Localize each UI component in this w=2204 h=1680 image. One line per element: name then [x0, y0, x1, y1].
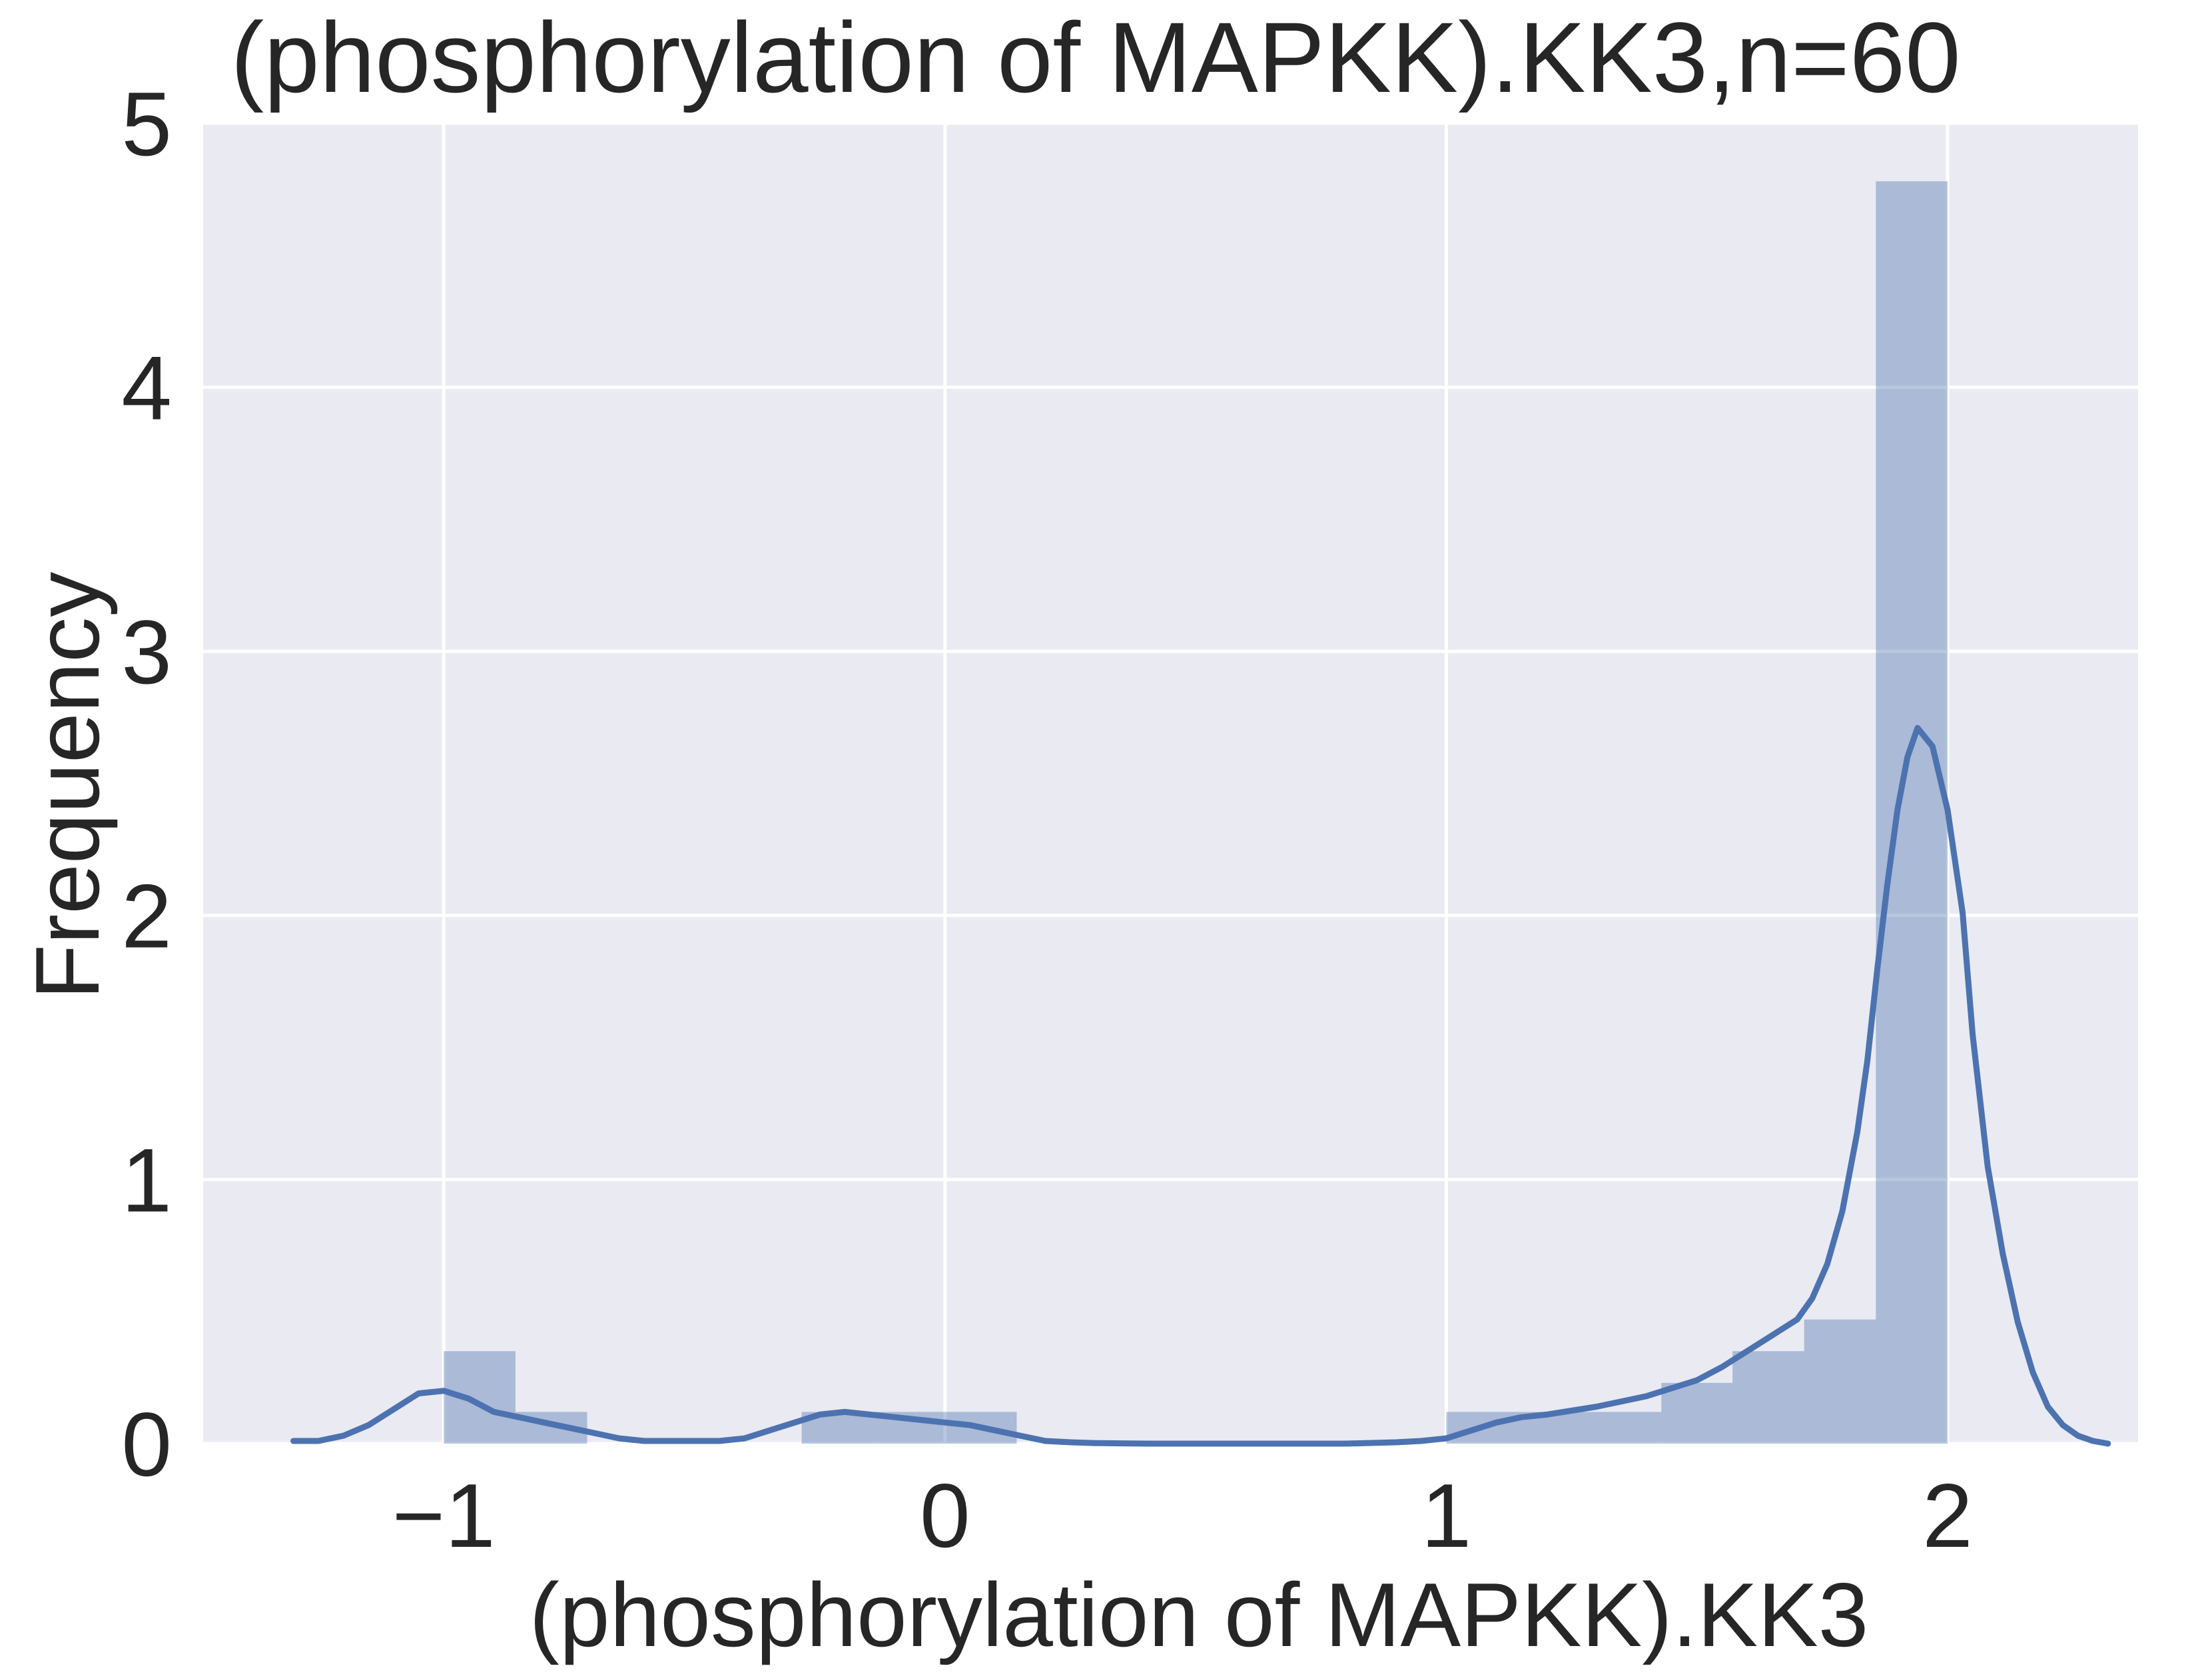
histogram-bar — [1804, 1319, 1876, 1444]
y-axis-ticks: 0 1 2 3 4 5 — [121, 73, 172, 1495]
plot-background — [203, 123, 2138, 1444]
x-axis-ticks: −1 0 1 2 — [392, 1465, 1973, 1566]
histogram-bars — [444, 181, 1948, 1444]
x-tick-label: 2 — [1922, 1465, 1973, 1566]
y-tick-label: 5 — [121, 73, 172, 174]
histogram-bar — [1732, 1351, 1804, 1444]
x-axis-label: (phosphorylation of MAPKK).KK3 — [530, 1564, 1869, 1665]
y-tick-label: 1 — [121, 1129, 172, 1231]
y-tick-label: 4 — [121, 338, 172, 439]
histogram-bar — [444, 1351, 516, 1444]
y-tick-label: 0 — [121, 1394, 172, 1495]
histogram-bar — [1661, 1382, 1733, 1444]
chart-title: (phosphorylation of MAPKK).KK3,n=60 — [230, 1, 1960, 113]
histogram-bar — [1876, 181, 1948, 1444]
x-tick-label: −1 — [392, 1465, 496, 1566]
y-tick-label: 2 — [121, 866, 172, 967]
x-tick-label: 1 — [1421, 1465, 1472, 1566]
y-tick-label: 3 — [121, 601, 172, 702]
histogram-bar — [1589, 1412, 1662, 1444]
y-axis-label: Frequency — [17, 572, 118, 1000]
x-tick-label: 0 — [920, 1465, 970, 1566]
kde-curve — [290, 724, 2111, 1447]
